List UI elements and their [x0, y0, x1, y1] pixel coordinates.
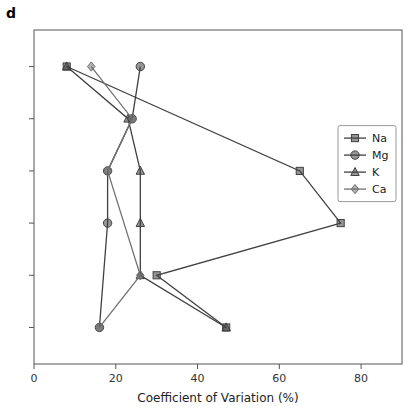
- y-tick: [29, 327, 34, 328]
- y-tick: [29, 275, 34, 276]
- x-axis-label: Coefficient of Variation (%): [137, 391, 298, 405]
- legend-label: Mg: [372, 149, 388, 162]
- legend-marker: [351, 151, 359, 159]
- point: [103, 219, 111, 227]
- point: [136, 62, 144, 70]
- plot-area: [63, 62, 345, 332]
- series-line: [99, 67, 140, 328]
- point: [337, 220, 344, 227]
- point: [296, 167, 303, 174]
- x-tick-label: 80: [354, 372, 368, 385]
- legend-label: Na: [372, 132, 387, 145]
- point: [137, 271, 145, 280]
- point: [136, 166, 144, 174]
- legend-marker: [351, 167, 359, 175]
- y-tick: [29, 118, 34, 119]
- x-tick: [197, 364, 198, 369]
- series-line: [67, 67, 341, 328]
- legend-marker: [351, 135, 358, 142]
- legend-marker: [351, 184, 359, 193]
- series-line: [91, 67, 140, 328]
- point: [104, 166, 112, 175]
- x-tick-label: 40: [191, 372, 205, 385]
- x-tick-label: 20: [109, 372, 123, 385]
- point: [63, 62, 71, 70]
- point: [222, 323, 230, 331]
- series-line: [67, 67, 226, 328]
- y-tick: [29, 66, 34, 67]
- x-tick-label: 60: [272, 372, 286, 385]
- legend: Na Mg K Ca: [338, 126, 396, 202]
- point: [128, 114, 136, 123]
- plot-frame: [34, 30, 402, 364]
- legend-label: K: [372, 166, 380, 179]
- chart: 0 20 40 60 80 Coefficient of Variation (%) d Na…: [0, 0, 416, 416]
- point: [96, 323, 104, 332]
- point: [136, 218, 144, 226]
- x-tick: [361, 364, 362, 369]
- y-tick: [29, 170, 34, 171]
- x-tick: [115, 364, 116, 369]
- point: [153, 272, 160, 279]
- point: [103, 167, 111, 175]
- y-tick: [29, 223, 34, 224]
- legend-box: [338, 126, 396, 202]
- panel-label: d: [6, 5, 16, 21]
- x-tick: [279, 364, 280, 369]
- point: [87, 62, 95, 71]
- legend-label: Ca: [372, 183, 386, 196]
- x-tick: [34, 364, 35, 369]
- x-tick-label: 0: [31, 372, 38, 385]
